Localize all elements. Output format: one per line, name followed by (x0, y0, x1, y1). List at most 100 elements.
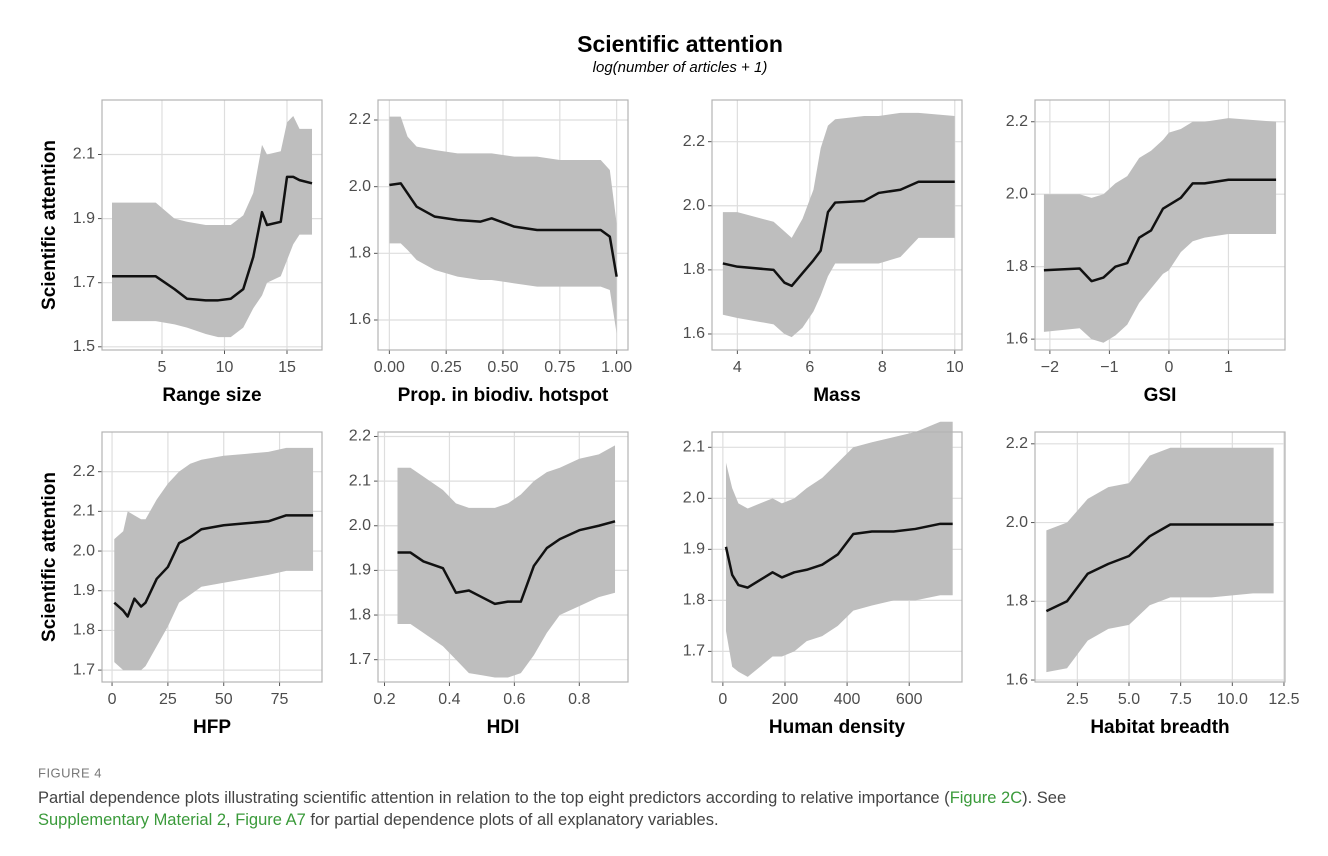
dependence-line (397, 520, 616, 606)
x-tick-label: 0.2 (373, 691, 395, 708)
figure-title: Scientific attention (577, 31, 783, 57)
confidence-band (722, 112, 955, 338)
x-axis-title: GSI (1144, 385, 1177, 406)
x-tick-label: 0.50 (487, 359, 518, 376)
y-tick-label: 2.2 (683, 133, 705, 150)
panel-border (377, 431, 629, 683)
dependence-line (389, 182, 618, 277)
y-tick-label: 2.0 (683, 490, 705, 507)
x-tick-label: 400 (834, 691, 861, 708)
y-tick-label: 2.2 (1006, 113, 1028, 130)
y-axis-title: Scientific attention (39, 140, 60, 310)
dependence-line (112, 175, 313, 302)
x-tick-label: 75 (271, 691, 289, 708)
y-tick-label: 1.9 (73, 582, 95, 599)
x-tick-label: −2 (1041, 359, 1059, 376)
panel-border (377, 99, 629, 351)
y-tick-label: 2.0 (683, 197, 705, 214)
x-axis-title: Prop. in biodiv. hotspot (398, 385, 609, 406)
confidence-band (114, 447, 314, 671)
y-tick-label: 2.2 (349, 428, 371, 445)
y-tick-label: 2.1 (349, 472, 371, 489)
y-tick-label: 2.0 (349, 517, 371, 534)
dependence-line (1045, 523, 1274, 613)
y-tick-label: 1.7 (73, 661, 95, 678)
y-tick-label: 1.7 (683, 643, 705, 660)
y-tick-label: 1.6 (1006, 330, 1028, 347)
panel-border (1034, 431, 1286, 683)
x-tick-label: 50 (215, 691, 233, 708)
x-tick-label: 0.4 (438, 691, 460, 708)
x-tick-label: 0 (1164, 359, 1173, 376)
x-tick-label: 1.00 (601, 359, 632, 376)
panel-border (711, 431, 963, 683)
caption-text: for partial dependence plots of all expl… (306, 811, 719, 829)
panel-border (1034, 99, 1286, 351)
y-tick-label: 2.0 (349, 178, 371, 195)
x-axis-title: Human density (769, 717, 906, 738)
y-tick-label: 1.6 (683, 325, 705, 342)
dependence-line (724, 522, 953, 589)
y-tick-label: 1.9 (73, 210, 95, 227)
y-tick-label: 2.0 (73, 542, 95, 559)
confidence-band (389, 116, 617, 334)
x-tick-label: 0 (108, 691, 117, 708)
confidence-band (1046, 447, 1274, 673)
x-tick-label: 0 (718, 691, 727, 708)
x-axis-title: Mass (813, 385, 861, 406)
y-tick-label: 2.0 (1006, 514, 1028, 531)
x-tick-label: 1 (1224, 359, 1233, 376)
y-tick-label: 1.9 (349, 562, 371, 579)
y-tick-label: 2.2 (1006, 435, 1028, 452)
x-tick-label: 0.6 (503, 691, 525, 708)
x-tick-label: 6 (805, 359, 814, 376)
caption-link[interactable]: Figure 2C (950, 789, 1023, 807)
y-tick-label: 1.6 (349, 311, 371, 328)
caption-label: FIGURE 4 (38, 765, 102, 780)
y-tick-label: 2.1 (73, 503, 95, 520)
y-tick-label: 1.8 (349, 606, 371, 623)
x-axis-title: HFP (193, 717, 231, 738)
x-tick-label: 0.00 (374, 359, 405, 376)
panel-border (101, 431, 323, 683)
x-tick-label: 0.8 (568, 691, 590, 708)
confidence-band (397, 445, 616, 678)
x-tick-label: 15 (278, 359, 296, 376)
x-axis-title: HDI (487, 717, 520, 738)
x-tick-label: 200 (772, 691, 799, 708)
y-tick-label: 1.8 (1006, 593, 1028, 610)
x-tick-label: 600 (896, 691, 923, 708)
x-axis-title: Range size (162, 385, 261, 406)
y-tick-label: 2.2 (349, 111, 371, 128)
figure-subtitle: log(number of articles + 1) (593, 59, 768, 76)
x-tick-label: 2.5 (1066, 691, 1088, 708)
x-tick-label: 0.75 (544, 359, 575, 376)
x-tick-label: 0.25 (431, 359, 462, 376)
x-tick-label: 8 (878, 359, 887, 376)
caption-text: , (226, 811, 235, 829)
y-axis-title: Scientific attention (39, 472, 60, 642)
dependence-line (1043, 178, 1277, 283)
caption-link[interactable]: Supplementary Material 2 (38, 811, 226, 829)
dependence-line (113, 514, 314, 618)
x-tick-label: 12.5 (1268, 691, 1299, 708)
y-tick-label: 2.0 (1006, 185, 1028, 202)
x-tick-label: 4 (733, 359, 742, 376)
caption-text: Partial dependence plots illustrating sc… (38, 789, 950, 807)
x-tick-label: 5.0 (1118, 691, 1140, 708)
x-axis-title: Habitat breadth (1090, 717, 1229, 738)
y-tick-label: 1.9 (683, 541, 705, 558)
y-tick-label: 1.8 (73, 622, 95, 639)
x-tick-label: −1 (1100, 359, 1118, 376)
dependence-line (722, 180, 955, 288)
y-tick-label: 1.5 (73, 338, 95, 355)
y-tick-label: 1.8 (349, 245, 371, 262)
confidence-band (725, 421, 953, 677)
x-tick-label: 10 (216, 359, 234, 376)
caption-text: ). See (1022, 789, 1066, 807)
caption-link[interactable]: Figure A7 (235, 811, 306, 829)
x-tick-label: 7.5 (1170, 691, 1192, 708)
y-tick-label: 1.8 (683, 261, 705, 278)
panel-border (101, 99, 323, 351)
